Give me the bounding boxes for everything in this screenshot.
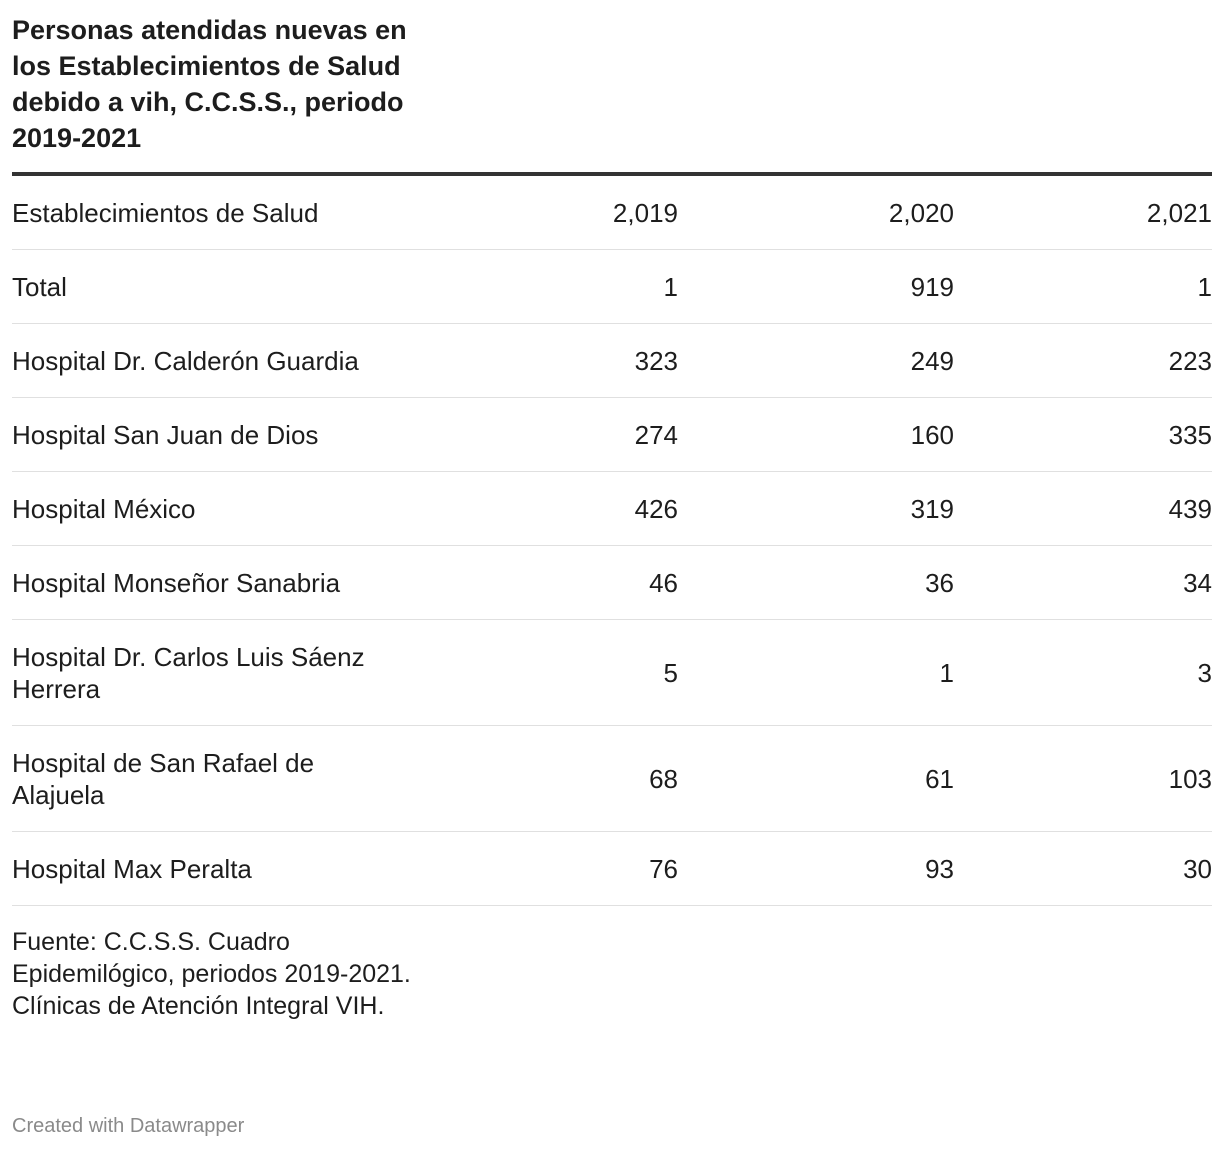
row-label: Total xyxy=(12,271,67,302)
column-header-establecimientos[interactable]: Establecimientos de Salud xyxy=(12,197,319,228)
table-header-row: Establecimientos de Salud 2,019 2,020 2,… xyxy=(12,176,1212,250)
cell-2020: 61 xyxy=(925,763,954,794)
cell-2020: 1 xyxy=(939,657,954,688)
cell-2019: 68 xyxy=(649,763,678,794)
cell-2021: 223 xyxy=(1168,345,1212,376)
cell-2021: 30 xyxy=(1183,853,1212,884)
row-label: Hospital Dr. Calderón Guardia xyxy=(12,345,359,376)
cell-2019: 1 xyxy=(663,271,678,302)
cell-2021: 34 xyxy=(1183,567,1212,598)
cell-2019: 46 xyxy=(649,567,678,598)
row-label: Hospital Dr. Carlos Luis Sáenz Herrera xyxy=(12,641,365,704)
table-row: Total 1 919 1 xyxy=(12,250,1212,324)
table-row: Hospital Dr. Calderón Guardia 323 249 22… xyxy=(12,324,1212,398)
row-label: Hospital San Juan de Dios xyxy=(12,419,319,450)
cell-2019: 5 xyxy=(663,657,678,688)
table-row: Hospital de San Rafael de Alajuela 68 61… xyxy=(12,726,1212,832)
column-header-2019[interactable]: 2,019 xyxy=(612,197,678,228)
cell-2021: 335 xyxy=(1168,419,1212,450)
table-row: Hospital Dr. Carlos Luis Sáenz Herrera 5… xyxy=(12,620,1212,726)
cell-2021: 103 xyxy=(1168,763,1212,794)
table-row: Hospital Max Peralta 76 93 30 xyxy=(12,832,1212,906)
column-header-2020[interactable]: 2,020 xyxy=(888,197,954,228)
table-row: Hospital San Juan de Dios 274 160 335 xyxy=(12,398,1212,472)
cell-2020: 93 xyxy=(925,853,954,884)
datawrapper-credit-link[interactable]: Created with Datawrapper xyxy=(12,1115,245,1137)
cell-2021: 439 xyxy=(1168,493,1212,524)
table-row: Hospital México 426 319 439 xyxy=(12,472,1212,546)
cell-2020: 36 xyxy=(925,567,954,598)
cell-2019: 323 xyxy=(634,345,678,376)
cell-2021: 3 xyxy=(1197,657,1212,688)
table-row: Hospital Monseñor Sanabria 46 36 34 xyxy=(12,546,1212,620)
cell-2021: 1 xyxy=(1197,271,1212,302)
cell-2019: 426 xyxy=(634,493,678,524)
row-label: Hospital México xyxy=(12,493,196,524)
data-table: Establecimientos de Salud 2,019 2,020 2,… xyxy=(12,172,1212,906)
chart-title: Personas atendidas nuevas en los Estable… xyxy=(12,15,407,153)
row-label: Hospital Monseñor Sanabria xyxy=(12,567,341,598)
cell-2019: 76 xyxy=(649,853,678,884)
row-label: Hospital de San Rafael de Alajuela xyxy=(12,747,315,810)
cell-2020: 919 xyxy=(910,271,954,302)
source-notes: Fuente: C.C.S.S. Cuadro Epidemilógico, p… xyxy=(12,928,411,1020)
cell-2019: 274 xyxy=(634,419,678,450)
cell-2020: 160 xyxy=(910,419,954,450)
cell-2020: 319 xyxy=(910,493,954,524)
column-header-2021[interactable]: 2,021 xyxy=(1146,197,1212,228)
cell-2020: 249 xyxy=(910,345,954,376)
row-label: Hospital Max Peralta xyxy=(12,853,252,884)
